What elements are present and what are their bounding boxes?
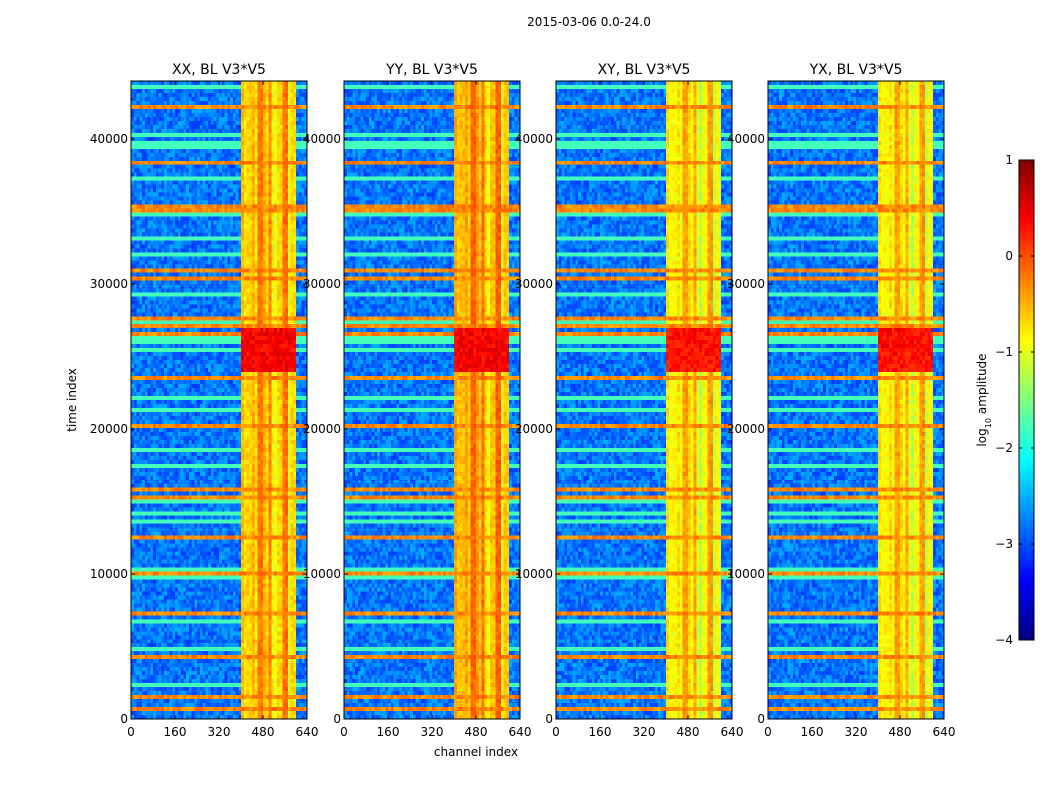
y-tick-label: 40000 (727, 132, 765, 146)
colorbar-tick-label: 0 (1005, 249, 1013, 263)
y-tick-label: 0 (120, 712, 128, 726)
y-tick-label: 20000 (727, 422, 765, 436)
y-tick-label: 20000 (515, 422, 553, 436)
x-tick-label: 640 (721, 725, 744, 739)
panel-title: XX, BL V3*V5 (172, 62, 266, 78)
y-tick-label: 20000 (90, 422, 128, 436)
x-tick-label: 320 (421, 725, 444, 739)
y-tick-label: 40000 (515, 132, 553, 146)
x-tick-label: 640 (509, 725, 532, 739)
x-tick-label: 0 (340, 725, 348, 739)
x-tick-label: 0 (552, 725, 560, 739)
colorbar-ticks: 1 0 −1 −2 −3 −4 (995, 153, 1034, 647)
panel-1: XX, BL V3*V5 0 160 320 480 640 0 10000 20000 3000… (90, 62, 319, 739)
heatmap-image (768, 81, 944, 719)
y-axis-label: time index (65, 368, 79, 432)
y-tick-label: 30000 (515, 277, 553, 291)
x-tick-label: 160 (589, 725, 612, 739)
y-tick-label: 10000 (303, 567, 341, 581)
x-tick-label: 320 (208, 725, 231, 739)
panel-2: YY, BL V3*V5 0 160 320 480 640 0 10000 20000 3000… (303, 62, 532, 739)
colorbar-label: log10 amplitude (975, 353, 993, 446)
x-axis-label: channel index (434, 745, 518, 759)
x-tick-label: 480 (252, 725, 275, 739)
x-tick-label: 480 (465, 725, 488, 739)
colorbar: 10−1−2−3−4 log10amplitude (975, 153, 1035, 647)
y-tick-label: 30000 (303, 277, 341, 291)
y-tick-label: 30000 (90, 277, 128, 291)
y-tick-label: 10000 (90, 567, 128, 581)
y-tick-label: 40000 (90, 132, 128, 146)
heatmap-image (131, 81, 307, 719)
x-tick-label: 160 (801, 725, 824, 739)
heatmap-image (344, 81, 520, 719)
y-tick-label: 0 (757, 712, 765, 726)
x-tick-label: 160 (164, 725, 187, 739)
x-tick-label: 480 (677, 725, 700, 739)
colorbar-tick-label: −2 (995, 441, 1013, 455)
colorbar-gradient (1018, 159, 1035, 641)
x-tick-label: 480 (889, 725, 912, 739)
colorbar-tick-label: 1 (1005, 153, 1013, 167)
y-tick-label: 10000 (515, 567, 553, 581)
colorbar-label-text: amplitude (975, 353, 989, 414)
y-tick-label: 10000 (727, 567, 765, 581)
figure-suptitle: 2015-03-06 0.0-24.0 (527, 15, 651, 29)
x-tick-label: 160 (377, 725, 400, 739)
heatmap-image (556, 81, 732, 719)
y-tick-label: 0 (333, 712, 341, 726)
y-tick-label: 30000 (727, 277, 765, 291)
x-tick-label: 320 (845, 725, 868, 739)
panel-3: XY, BL V3*V5 0 160 320 480 640 0 10000 20000 3000… (515, 62, 744, 739)
panel-title: YY, BL V3*V5 (385, 62, 478, 78)
x-tick-label: 320 (633, 725, 656, 739)
colorbar-label-prefix: log (975, 428, 989, 446)
x-tick-label: 0 (764, 725, 772, 739)
panel-title: YX, BL V3*V5 (809, 62, 903, 78)
y-tick-label: 40000 (303, 132, 341, 146)
colorbar-tick-label: −4 (995, 633, 1013, 647)
colorbar-label-subscript: 10 (984, 418, 993, 428)
panel-4: YX, BL V3*V5 0 160 320 480 640 0 10000 20000 3000… (727, 62, 956, 739)
x-tick-label: 0 (127, 725, 135, 739)
y-tick-label: 20000 (303, 422, 341, 436)
colorbar-tick-label: −1 (995, 345, 1013, 359)
x-tick-label: 640 (296, 725, 319, 739)
panel-title: XY, BL V3*V5 (598, 62, 691, 78)
x-tick-label: 640 (933, 725, 956, 739)
y-tick-label: 0 (545, 712, 553, 726)
colorbar-tick-label: −3 (995, 537, 1013, 551)
panels-group: XX, BL V3*V5 0 160 320 480 640 0 10000 20000 3000… (90, 62, 956, 739)
